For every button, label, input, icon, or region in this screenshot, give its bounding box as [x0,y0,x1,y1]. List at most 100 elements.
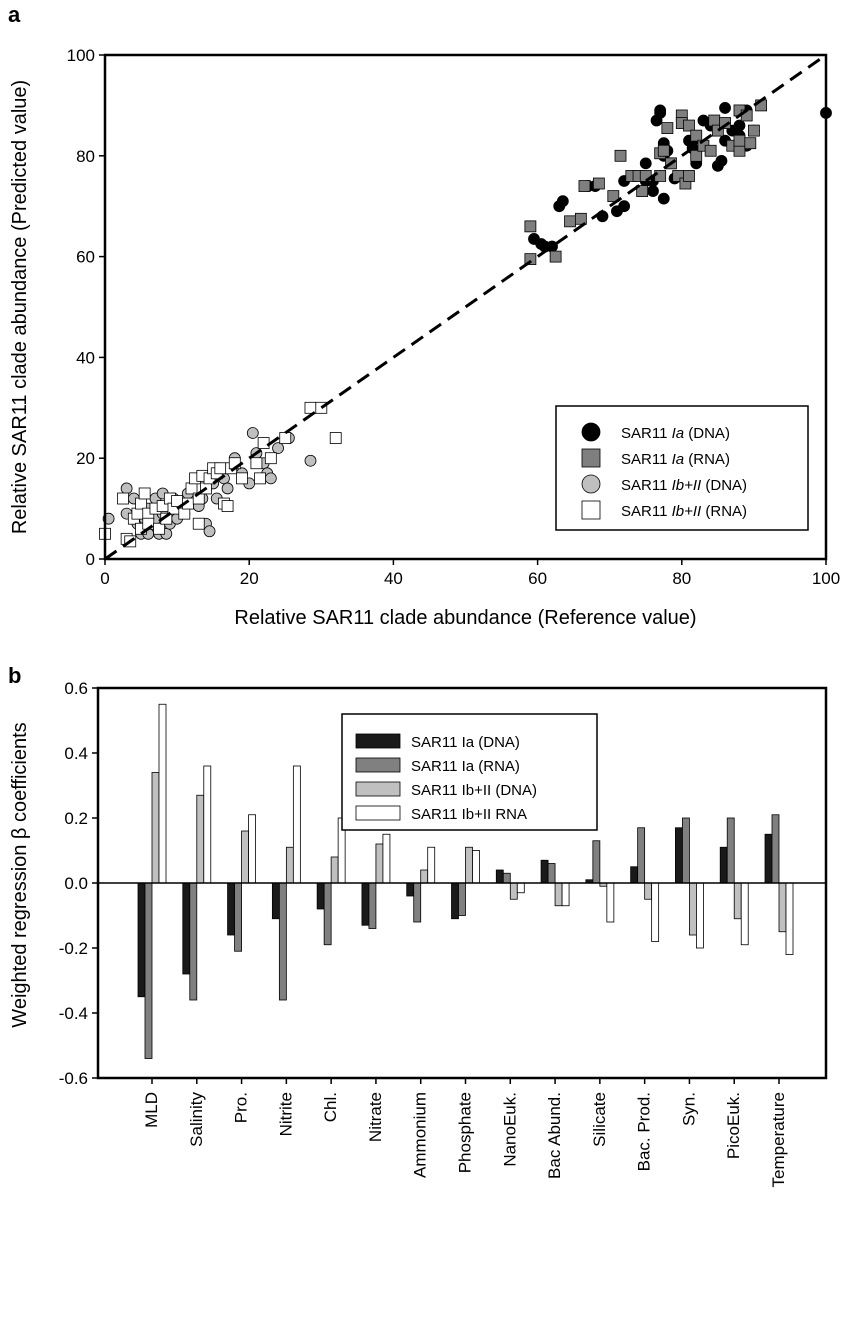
scatter-panel-a: a 0 20 40 60 80 100 0 20 40 60 80 100 Relative SAR1… [8,2,840,629]
bar [651,882,660,942]
category-label: Nitrate [366,1092,385,1142]
y-tick-label-b: 0.6 [64,679,88,698]
bar [151,772,160,884]
category-label: Pro. [232,1092,251,1123]
scatter-point [221,482,234,495]
scatter-point [257,437,270,449]
scatter-point [690,129,703,142]
category-label: PicoEuk. [724,1092,743,1159]
scatter-point [607,190,620,203]
bar [406,882,415,897]
plot-frame-b [96,686,828,1080]
bar [248,814,256,884]
scatter-point [654,104,667,117]
y-tick-label-a: 80 [76,147,95,166]
bar [137,882,146,998]
legend-suffix: (RNA) [684,451,730,468]
scatter-point [246,427,259,439]
y-tick-label-b: -0.4 [59,1004,88,1023]
legend-swatch-b [355,733,401,749]
legend-prefix: SAR11 [621,451,672,468]
scatter-point [524,253,537,266]
category-label: Syn. [679,1092,698,1126]
bar [316,882,325,910]
legend-marker-a [581,474,601,494]
bar [472,850,480,884]
bar [241,830,249,884]
legend-label-a: SAR11 Ia (DNA) [621,425,730,442]
y-tick-label-a: 20 [76,449,95,468]
y-tick-label-b: -0.2 [59,939,88,958]
bar [278,882,287,1001]
scatter-point [564,215,576,228]
bar [509,882,518,900]
legend-swatch-b [355,781,401,797]
legend-marker-a [581,500,601,520]
plot-frame-a [103,53,828,561]
legend-label-a: SAR11 Ib+II (DNA) [621,477,747,494]
scatter-point [733,144,746,157]
bar [361,882,370,926]
bar [540,859,549,884]
y-tick-label-a: 40 [76,348,95,367]
bar [778,882,787,933]
scatter-point [329,432,342,444]
scatter-point [657,192,670,205]
scatter-point [636,185,649,197]
scatter-point [592,177,605,190]
x-tick-label-a: 60 [528,569,547,588]
scatter-point [192,517,205,530]
x-tick-label-a: 40 [384,569,403,588]
category-label: Bac Abund. [545,1092,564,1179]
category-label: Silicate [590,1092,609,1147]
scatter-point [733,119,746,132]
scatter-point [711,124,724,137]
bar [182,882,191,975]
bar [733,882,742,920]
legend-clade: Ia [672,425,685,442]
bar [696,882,704,949]
bar [420,869,429,884]
scatter-point [131,507,144,520]
legend-clade: Ia [672,451,685,468]
scatter-point [657,144,670,157]
scatter-point [639,157,652,170]
bar [495,869,504,884]
bar [592,840,601,884]
y-tick-label-a: 0 [86,550,95,569]
legend-swatch-b [355,805,401,821]
category-label: Nitrite [276,1092,295,1136]
legend-prefix: SAR11 [621,425,672,442]
scatter-point [719,102,731,114]
bar [675,827,683,884]
panel-b-label: b [8,663,21,688]
scatter-point [704,144,717,157]
scatter-point [578,180,591,192]
bar [740,882,749,946]
scatter-point [120,482,133,495]
scatter-point [719,117,731,129]
scatter-point [315,401,328,414]
scatter-point [524,220,537,233]
scatter-point [138,487,151,500]
y-tick-label-b: 0.0 [64,874,88,893]
x-tick-label-a: 0 [100,569,109,588]
scatter-point [264,452,277,465]
category-label: Salinity [187,1092,206,1147]
legend-marker-a [581,422,601,442]
x-tick-label-a: 100 [812,569,840,588]
scatter-point [661,122,674,134]
bar [547,863,556,884]
y-axis-label-a: Relative SAR11 clade abundance (Predicte… [9,80,31,534]
scatter-point [574,212,587,225]
scatter-point [117,492,129,505]
y-tick-label-a: 100 [67,46,95,65]
legend-label-b: SAR11 Ia (RNA) [411,758,520,775]
bar [196,794,205,884]
bar [368,882,377,929]
scatter-point [683,170,695,182]
bar [271,882,280,920]
scatter-point [304,454,317,467]
scatter-point [733,134,746,147]
scatter-point [683,119,695,132]
